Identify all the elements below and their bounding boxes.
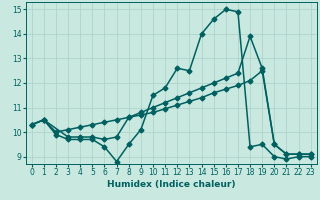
X-axis label: Humidex (Indice chaleur): Humidex (Indice chaleur) [107, 180, 236, 189]
